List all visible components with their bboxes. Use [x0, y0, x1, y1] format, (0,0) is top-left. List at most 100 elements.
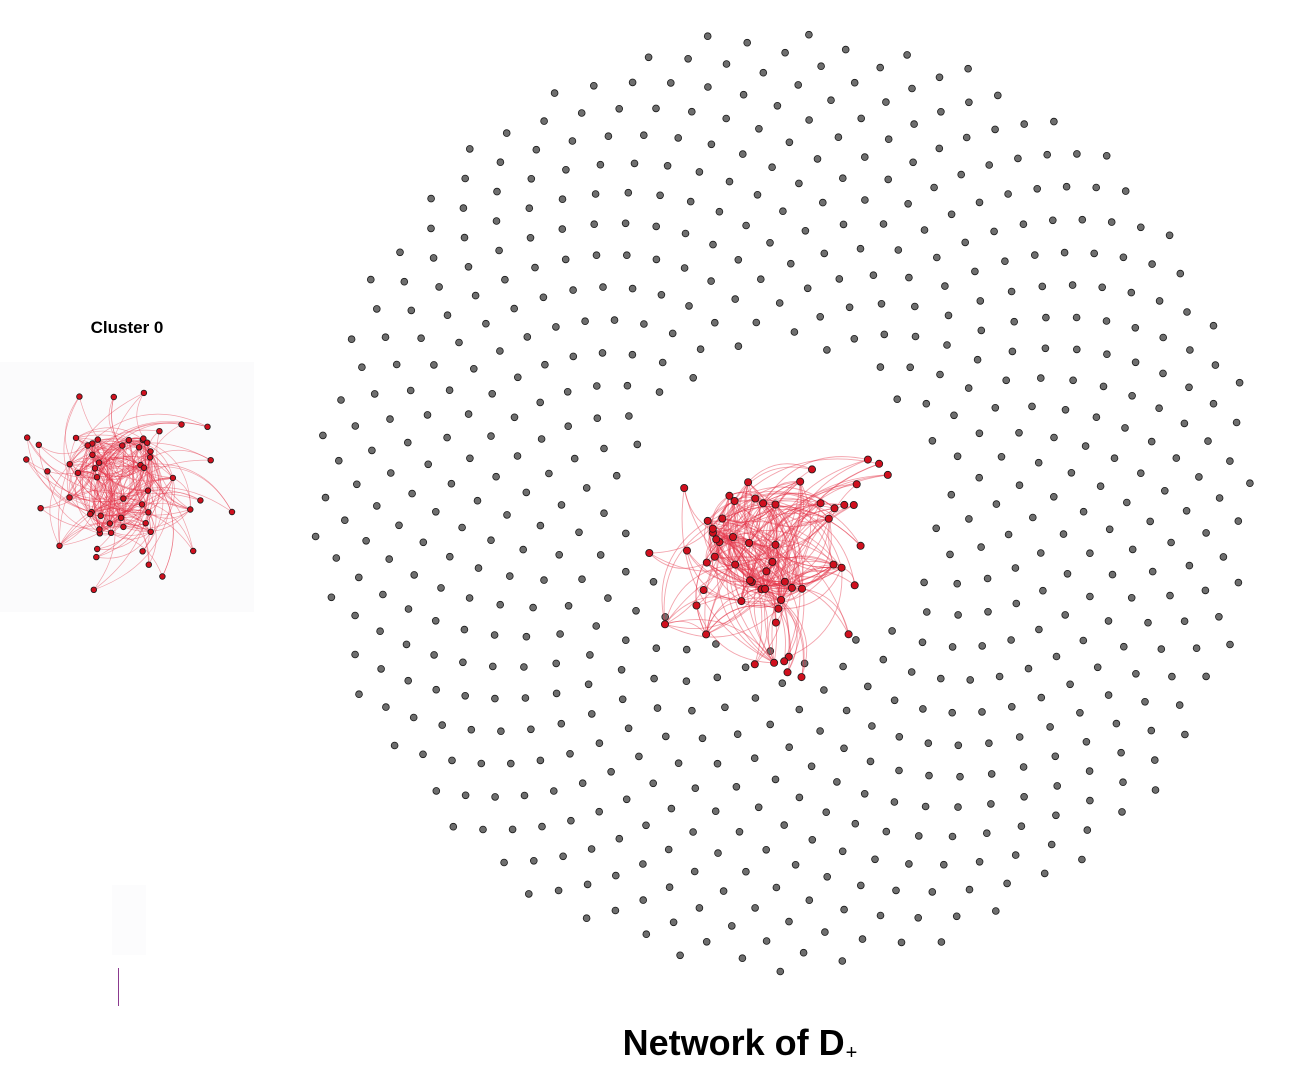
- background-node: [656, 191, 664, 200]
- inset-edge: [77, 445, 123, 474]
- background-node: [924, 739, 933, 747]
- cluster-edge: [706, 541, 750, 563]
- cluster-node: [796, 477, 805, 486]
- cluster-node: [850, 581, 859, 590]
- cluster-edge: [732, 536, 792, 589]
- cluster-edge: [766, 555, 834, 572]
- background-node: [427, 224, 435, 233]
- background-node: [1079, 507, 1088, 516]
- inset-edge: [147, 451, 157, 491]
- background-node: [976, 297, 985, 305]
- cluster-edge: [784, 570, 855, 586]
- background-node: [474, 564, 483, 572]
- background-node: [698, 734, 707, 743]
- cluster-edge: [719, 541, 782, 601]
- background-node: [948, 832, 957, 841]
- background-node: [682, 677, 691, 685]
- background-node: [785, 743, 793, 751]
- inset-edge: [40, 468, 96, 509]
- inset-node: [97, 512, 104, 519]
- inset-edge: [81, 445, 112, 534]
- background-node: [876, 63, 884, 72]
- background-node: [805, 896, 814, 904]
- background-node: [950, 411, 958, 420]
- background-node: [550, 89, 559, 97]
- cluster-edge: [751, 518, 830, 583]
- cluster-edge: [778, 567, 843, 610]
- inset-edge: [77, 472, 102, 516]
- background-node: [939, 860, 948, 869]
- background-node: [1083, 826, 1092, 834]
- inset-edge: [99, 459, 211, 534]
- inset-edge: [47, 471, 100, 534]
- background-node: [816, 727, 824, 735]
- cluster-edge: [746, 504, 776, 664]
- cluster-edge: [681, 487, 775, 664]
- background-node: [906, 363, 914, 372]
- background-node: [549, 787, 558, 795]
- cluster-edge: [732, 498, 756, 538]
- background-node: [991, 125, 999, 134]
- background-node: [823, 872, 831, 881]
- background-node: [340, 516, 349, 524]
- inset-edge: [97, 504, 143, 550]
- background-node: [642, 821, 650, 830]
- background-node: [695, 168, 704, 176]
- background-node: [1103, 350, 1111, 359]
- background-node: [953, 579, 961, 588]
- background-node: [1151, 756, 1159, 764]
- cluster-node: [729, 533, 738, 542]
- background-node: [1165, 231, 1174, 240]
- cluster-node: [777, 596, 786, 605]
- background-node: [703, 32, 712, 40]
- cluster-edge: [768, 481, 801, 563]
- network-graph: [311, 30, 1254, 976]
- background-node: [376, 627, 384, 635]
- background-node: [786, 259, 795, 268]
- background-node: [487, 536, 495, 544]
- background-node: [1004, 530, 1013, 539]
- background-node: [525, 204, 534, 213]
- background-node: [1234, 517, 1243, 525]
- background-node: [719, 887, 728, 895]
- background-node: [711, 807, 720, 815]
- background-node: [1107, 218, 1116, 226]
- background-node: [445, 552, 454, 561]
- inset-edge: [141, 504, 157, 565]
- inset-node: [84, 442, 91, 449]
- background-node: [840, 905, 848, 914]
- background-node: [465, 594, 474, 602]
- background-node: [1034, 458, 1043, 467]
- cluster-edge: [734, 500, 757, 602]
- background-node: [743, 38, 751, 47]
- cluster-edge: [749, 481, 802, 581]
- background-node: [978, 642, 986, 650]
- inset-node: [93, 473, 101, 481]
- inset-edge: [145, 451, 161, 524]
- inset-node: [37, 504, 44, 512]
- background-node: [532, 145, 541, 154]
- background-node: [707, 277, 715, 285]
- cluster-node: [768, 557, 777, 566]
- cluster-edge: [683, 487, 734, 538]
- cluster-node: [771, 500, 780, 509]
- inset-edge: [98, 437, 144, 463]
- inset-edge: [142, 457, 164, 552]
- background-node: [556, 630, 564, 638]
- inset-edge: [69, 451, 141, 466]
- cluster-edge: [721, 492, 821, 519]
- background-node: [461, 174, 470, 183]
- cluster-edge: [664, 596, 742, 625]
- cluster-edge: [727, 500, 753, 583]
- background-node: [1118, 808, 1126, 816]
- cluster-edge: [801, 518, 832, 590]
- cluster-edge: [735, 544, 776, 566]
- background-node: [1102, 152, 1111, 160]
- cluster-edge: [705, 605, 779, 635]
- cluster-edge: [748, 481, 801, 581]
- background-node: [531, 263, 539, 272]
- background-node: [1073, 345, 1081, 354]
- cluster-edge: [706, 562, 834, 587]
- background-node: [753, 191, 762, 199]
- cluster-node: [703, 516, 712, 525]
